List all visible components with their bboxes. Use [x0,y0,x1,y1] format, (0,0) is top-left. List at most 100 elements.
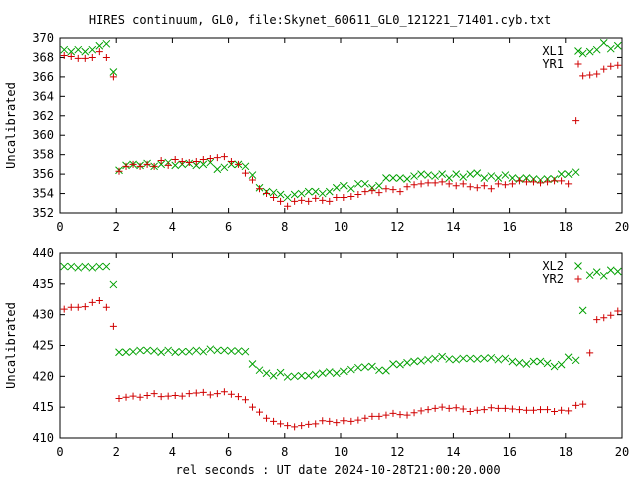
plot-frame [59,37,623,214]
point-xl2 [213,346,222,355]
y-axis-label: Uncalibrated [4,302,18,389]
x-tick-label: 14 [446,220,460,234]
chart-title: HIRES continuum, GL0, file:Skynet_60611_… [89,13,551,27]
x-tick-label: 6 [225,445,232,459]
point-xl2 [143,346,151,355]
point-xl2 [487,353,496,362]
point-yr2 [529,406,537,414]
point-yr1 [473,184,481,192]
point-yr1 [361,188,369,196]
point-yr1 [586,71,594,79]
point-yr1 [424,179,432,187]
point-xl2 [578,306,587,315]
point-yr1 [459,180,467,188]
point-yr2 [361,414,369,422]
point-xl2 [74,263,83,272]
point-xl2 [389,360,397,368]
point-xl1 [318,189,327,198]
y-tick-label: 358 [32,148,54,162]
point-yr1 [529,178,537,186]
panel-top: 0 2 4 6 8 10 12 14 16 18 20 352 354 356 358 360 362 364 36… [4,31,629,234]
y-tick-label: 410 [32,431,54,445]
point-yr1 [291,197,299,205]
point-yr1 [115,167,123,175]
point-yr2 [501,404,509,412]
point-xl1 [557,170,566,178]
legend-marker [574,60,582,68]
point-xl1 [67,47,76,56]
point-yr1 [508,180,516,188]
point-yr1 [256,185,264,193]
point-yr2 [115,395,123,403]
point-yr2 [312,420,320,428]
x-tick-label: 6 [225,220,232,234]
point-yr1 [206,155,214,163]
legend-marker [574,262,582,270]
point-yr2 [368,412,376,420]
point-xl2 [234,347,243,355]
point-yr1 [277,197,285,205]
point-xl2 [157,348,166,357]
point-xl2 [95,262,104,271]
point-yr1 [375,189,383,197]
point-yr2 [60,305,68,313]
y-tick-label: 356 [32,167,54,181]
point-yr2 [522,406,530,414]
point-yr1 [312,194,320,202]
point-yr2 [417,407,425,415]
point-xl2 [304,371,313,380]
point-xl2 [424,355,432,364]
x-tick-label: 0 [56,220,63,234]
point-xl1 [311,187,320,196]
point-xl1 [199,160,208,169]
point-xl1 [424,171,432,179]
point-xl2 [67,262,76,271]
point-yr2 [354,416,362,424]
point-xl2 [599,271,608,280]
point-xl1 [283,193,292,202]
point-yr1 [213,154,221,162]
point-xl2 [480,354,489,363]
point-yr1 [537,179,545,187]
point-xl2 [220,346,229,355]
point-yr1 [319,196,327,204]
point-xl1 [410,172,418,180]
x-tick-label: 4 [169,220,176,234]
point-yr1 [164,161,172,169]
point-xl1 [473,169,482,177]
point-yr2 [466,407,474,415]
point-xl2 [515,358,524,367]
point-yr1 [178,157,186,165]
point-xl1 [564,170,573,178]
point-yr1 [389,186,397,194]
point-yr1 [67,52,75,60]
point-yr1 [410,181,418,189]
point-yr2 [171,391,179,399]
point-xl2 [178,347,187,356]
point-xl2 [361,363,369,371]
point-xl1 [304,187,313,196]
x-tick-label: 18 [559,445,573,459]
point-yr2 [333,419,341,427]
x-tick-label: 16 [502,220,516,234]
point-xl1 [157,160,166,169]
point-yr2 [102,303,110,311]
y-tick-label: 425 [32,339,54,353]
point-yr1 [220,153,228,161]
point-yr1 [143,160,151,168]
x-tick-label: 8 [281,445,288,459]
point-xl2 [410,357,418,366]
point-xl1 [290,190,299,199]
point-yr2 [389,409,397,417]
point-xl1 [585,47,594,56]
point-xl2 [417,357,425,365]
legend-marker [574,47,582,55]
point-xl2 [613,267,622,276]
panel-bottom: 0 2 4 6 8 10 12 14 16 18 20 410 415 420 425 430 435 440 Un… [4,246,629,459]
point-yr2 [291,423,299,431]
y-tick-label: 368 [32,50,54,64]
point-yr2 [326,417,334,425]
point-yr2 [607,311,615,319]
point-xl2 [60,262,69,271]
point-yr2 [199,388,207,396]
